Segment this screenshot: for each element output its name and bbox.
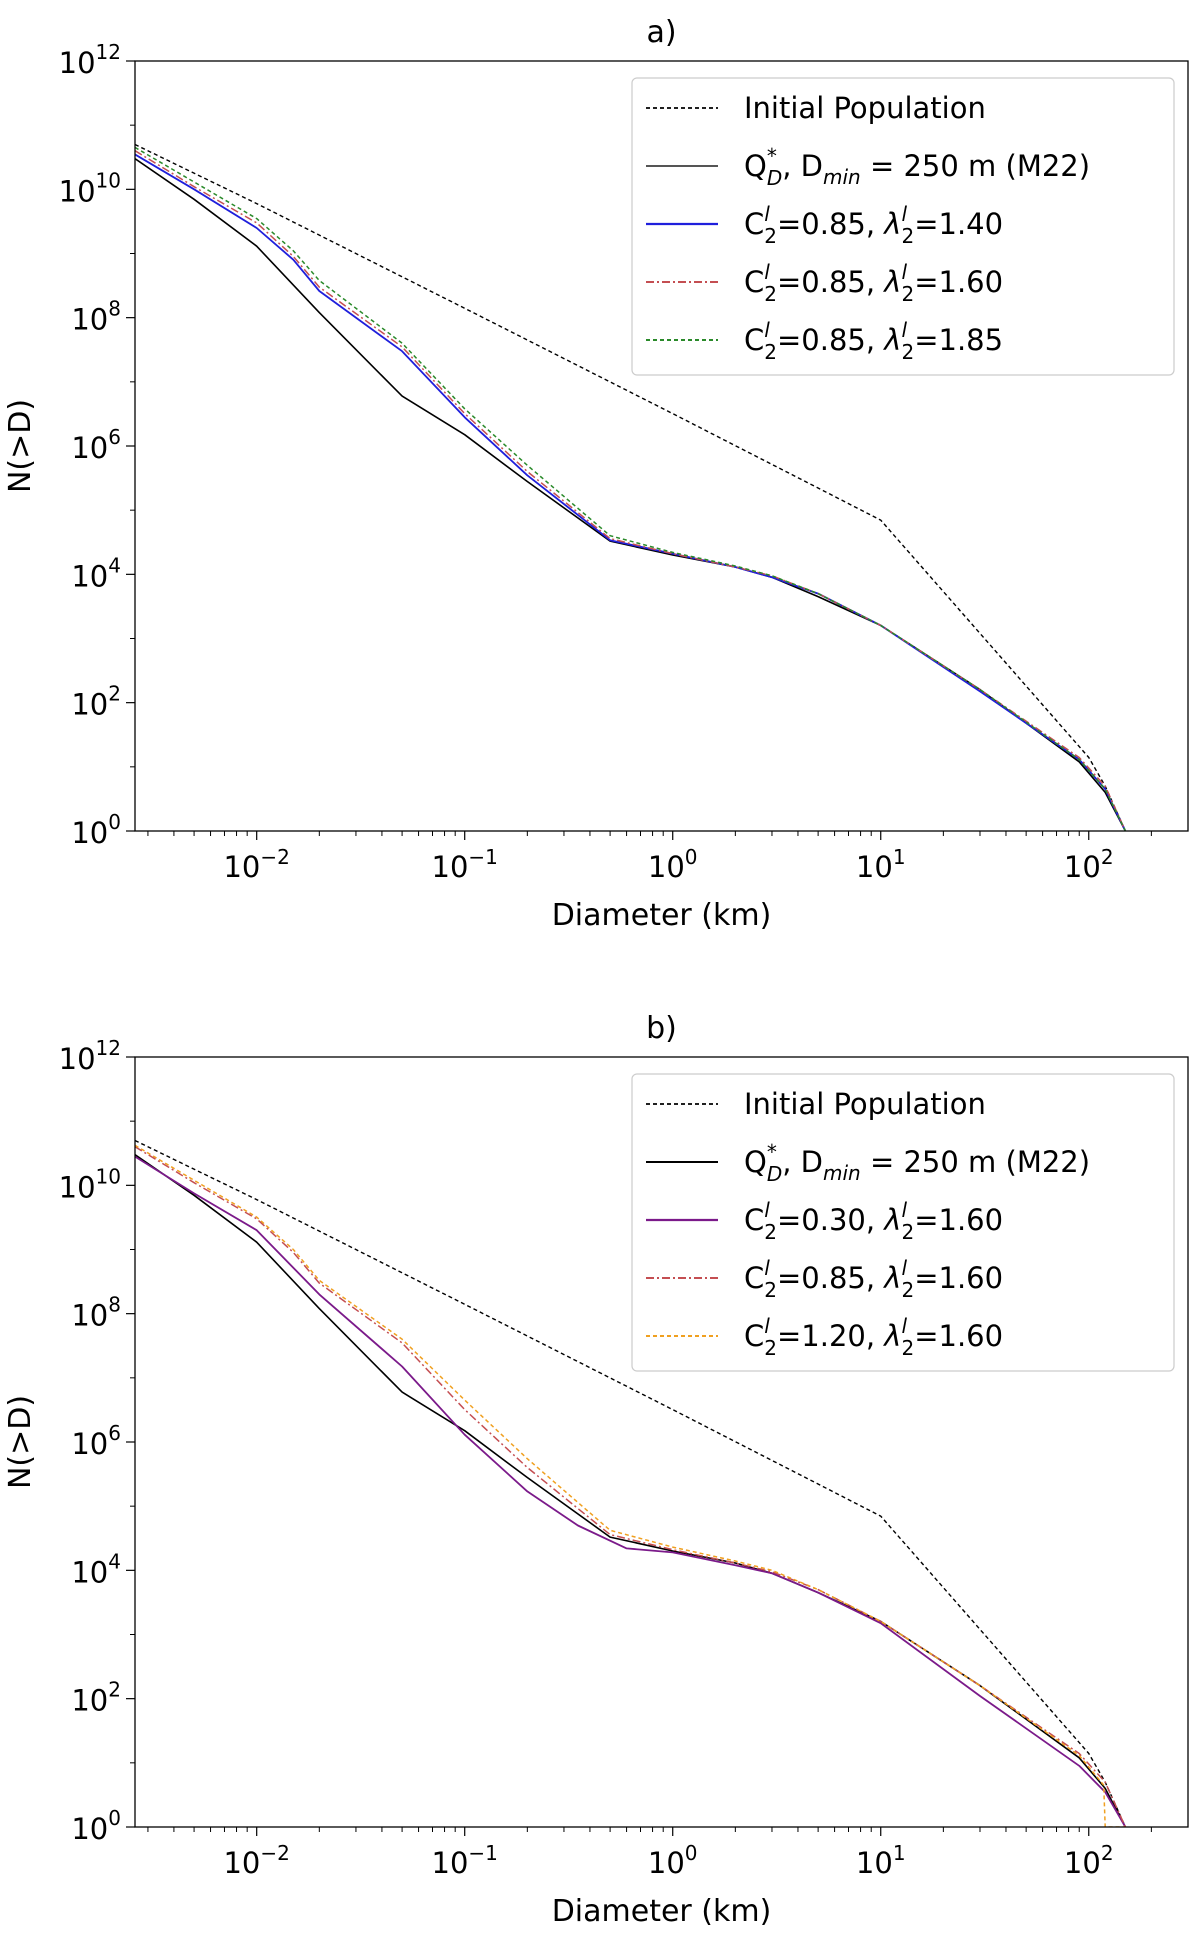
series-line-4 — [135, 1144, 1126, 1827]
series-line-2 — [135, 1155, 1127, 1827]
y-tick-label: 106 — [71, 1421, 121, 1461]
x-axis-label: Diameter (km) — [552, 898, 772, 933]
x-axis-label: Diameter (km) — [552, 1894, 772, 1929]
x-tick-label: 10−1 — [432, 1841, 498, 1880]
legend-label-0: Initial Population — [744, 1087, 986, 1121]
legend-label-2: Cl2​=0.85, λl2​=1.40 — [744, 202, 1003, 248]
y-axis-label: N(>D) — [3, 1395, 38, 1489]
legend-box — [631, 1073, 1175, 1372]
legend-label-3: Cl2​=0.85, λl2​=1.60 — [744, 260, 1003, 306]
y-tick-label: 100 — [71, 1806, 121, 1846]
y-tick-label: 104 — [71, 553, 121, 593]
x-tick-label: 101 — [856, 1841, 906, 1880]
legend-label-0: Initial Population — [744, 91, 986, 125]
y-tick-label: 108 — [71, 1293, 121, 1333]
legend-label-4: Cl2​=0.85, λl2​=1.85 — [744, 318, 1003, 364]
x-tick-label: 10−2 — [223, 1841, 289, 1880]
x-tick-label: 10−1 — [432, 845, 498, 884]
y-tick-label: 104 — [71, 1549, 121, 1589]
legend-label-2: Cl2​=0.30, λl2​=1.60 — [744, 1198, 1003, 1244]
y-tick-label: 1012 — [59, 40, 121, 80]
y-axis-label: N(>D) — [3, 399, 38, 493]
legend-label-1: Q*D​, Dmin​ = 250 m (M22) — [744, 1140, 1090, 1186]
chart-panel-0: 10−2 10−1 100 101 102 100 102 104 106 108 1010 1012… — [3, 15, 1189, 933]
legend: Initial Population Q*D​, Dmin​ = 250 m (M… — [631, 1073, 1175, 1372]
legend: Initial Population Q*D​, Dmin​ = 250 m (M… — [631, 77, 1175, 376]
series-line-2 — [135, 153, 1127, 831]
series-line-0 — [135, 1139, 1127, 1827]
y-tick-label: 102 — [71, 682, 121, 722]
x-tick-label: 101 — [856, 845, 906, 884]
y-tick-label: 100 — [71, 810, 121, 850]
chart-panel-1: 10−2 10−1 100 101 102 100 102 104 106 108 1010 1012… — [3, 1011, 1189, 1929]
y-tick-label: 102 — [71, 1678, 121, 1718]
series-group — [135, 143, 1127, 831]
legend-label-3: Cl2​=0.85, λl2​=1.60 — [744, 1256, 1003, 1302]
x-tick-label: 100 — [648, 845, 698, 884]
legend-label-4: Cl2​=1.20, λl2​=1.60 — [744, 1314, 1003, 1360]
x-tick-label: 100 — [648, 1841, 698, 1880]
y-tick-label: 106 — [71, 425, 121, 465]
legend-box — [631, 77, 1175, 376]
chart-title: a) — [646, 15, 676, 50]
y-tick-label: 108 — [71, 297, 121, 337]
x-tick-label: 102 — [1064, 845, 1114, 884]
chart-title: b) — [646, 1011, 677, 1046]
y-tick-label: 1012 — [59, 1036, 121, 1076]
y-tick-label: 1010 — [59, 168, 121, 208]
y-tick-label: 1010 — [59, 1164, 121, 1204]
x-tick-label: 102 — [1064, 1841, 1114, 1880]
series-line-3 — [135, 150, 1127, 831]
legend-label-1: Q*D​, Dmin​ = 250 m (M22) — [744, 144, 1090, 190]
series-group — [135, 1139, 1127, 1827]
x-tick-label: 10−2 — [223, 845, 289, 884]
series-line-0 — [135, 143, 1127, 831]
